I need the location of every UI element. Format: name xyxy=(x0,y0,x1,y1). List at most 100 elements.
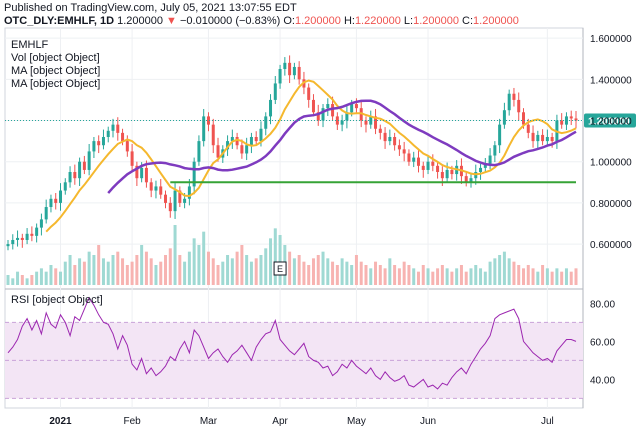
earnings-event-label: E xyxy=(277,264,283,274)
low-label: L: xyxy=(403,15,414,27)
volume-bar xyxy=(68,255,72,285)
candle-body xyxy=(149,182,153,191)
symbol-label: OTC_DLY:EMHLF, 1D xyxy=(4,15,115,27)
earnings-event-marker xyxy=(273,261,287,276)
volume-bar xyxy=(459,265,463,285)
candle-body xyxy=(316,112,320,121)
price-tick-label: 1.600000 xyxy=(590,34,632,45)
volume-bar xyxy=(264,248,268,285)
volume-bar xyxy=(178,255,182,285)
high-label: H: xyxy=(343,15,355,27)
candle-body xyxy=(183,198,187,203)
volume-bar xyxy=(402,261,406,285)
candle-body xyxy=(412,157,416,162)
rsi-band xyxy=(5,321,583,399)
price-tick-label: 1.400000 xyxy=(590,75,632,86)
volume-bar xyxy=(235,251,239,285)
legend-ma1: MA [object Object] xyxy=(11,65,100,77)
volume-bar xyxy=(416,271,420,285)
volume-bar xyxy=(364,265,368,285)
volume-bar xyxy=(159,261,163,285)
volume-bar xyxy=(536,271,540,285)
price-tick-label: 1.000000 xyxy=(590,158,632,169)
volume-bar xyxy=(302,261,306,285)
candle-body xyxy=(92,141,96,152)
volume-bar xyxy=(498,255,502,285)
volume-bar xyxy=(311,258,315,285)
volume-bar xyxy=(25,278,29,285)
volume-bar xyxy=(44,271,48,285)
candle-body xyxy=(226,141,230,150)
volume-bar xyxy=(545,268,549,285)
volume-bar xyxy=(116,251,120,285)
volume-bar xyxy=(359,261,363,285)
candle-body xyxy=(278,69,282,84)
candle-body xyxy=(254,136,258,142)
candle-body xyxy=(545,136,549,142)
candle-body xyxy=(144,167,148,183)
candle-body xyxy=(531,132,535,142)
candle-body xyxy=(364,120,368,125)
candle-body xyxy=(288,62,292,76)
volume-bar xyxy=(307,265,311,285)
volume-bar xyxy=(521,268,525,285)
volume-bar xyxy=(259,255,263,285)
candle-body xyxy=(116,124,120,133)
high-value: 1.220000 xyxy=(354,15,401,27)
volume-bar xyxy=(345,261,349,285)
volume-bar xyxy=(574,268,578,285)
publish-info: Published on TradingView.com, July 05, 2… xyxy=(4,2,297,14)
price-tick-label: 0.800000 xyxy=(590,199,632,210)
candle-body xyxy=(101,136,105,146)
candle-body xyxy=(187,186,191,199)
ma-slow-line xyxy=(107,99,577,194)
candle-body xyxy=(164,194,168,203)
volume-bar xyxy=(35,271,39,285)
volume-bar xyxy=(221,261,225,285)
candle-body xyxy=(536,134,540,142)
rsi-tick-label: 40.00 xyxy=(590,375,615,386)
candle-body xyxy=(78,161,82,179)
last-price-tag-label: 1.200000 xyxy=(588,117,630,128)
volume-bar xyxy=(479,268,483,285)
volume-bar xyxy=(331,261,335,285)
last-price: 1.200000 xyxy=(117,15,163,27)
volume-bar xyxy=(354,255,358,285)
legend-vol: Vol [object Object] xyxy=(11,52,100,64)
volume-bar xyxy=(383,268,387,285)
rsi-line xyxy=(7,296,577,390)
volume-bar xyxy=(87,251,91,285)
candle-body xyxy=(87,151,91,170)
open-value: 1.200000 xyxy=(294,15,341,27)
candle-body xyxy=(111,124,115,131)
volume-bar xyxy=(230,258,234,285)
candle-body xyxy=(383,132,387,142)
time-tick-label: 2021 xyxy=(49,416,72,427)
candle-body xyxy=(340,120,344,125)
candle-body xyxy=(39,219,43,228)
volume-bar xyxy=(412,268,416,285)
candle-body xyxy=(192,161,196,187)
volume-bar xyxy=(39,268,43,285)
candle-body xyxy=(421,165,425,170)
volume-bar xyxy=(493,258,497,285)
volume-bar xyxy=(6,275,10,285)
candle-body xyxy=(469,178,473,183)
candle-body xyxy=(354,104,358,109)
volume-bar xyxy=(507,258,511,285)
volume-bar xyxy=(340,258,344,285)
time-tick-label: Jun xyxy=(420,416,436,427)
symbol-header: OTC_DLY:EMHLF, 1D 1.200000 ▼ −0.010000 (… xyxy=(4,15,519,27)
candle-body xyxy=(173,190,177,212)
candle-body xyxy=(240,145,244,154)
candle-body xyxy=(202,116,206,142)
volume-bar xyxy=(130,261,134,285)
candle-body xyxy=(507,93,511,111)
candle-body xyxy=(178,190,182,203)
candle-body xyxy=(488,155,492,164)
volume-bar xyxy=(517,265,521,285)
candle-body xyxy=(479,167,483,173)
volume-bar xyxy=(149,258,153,285)
